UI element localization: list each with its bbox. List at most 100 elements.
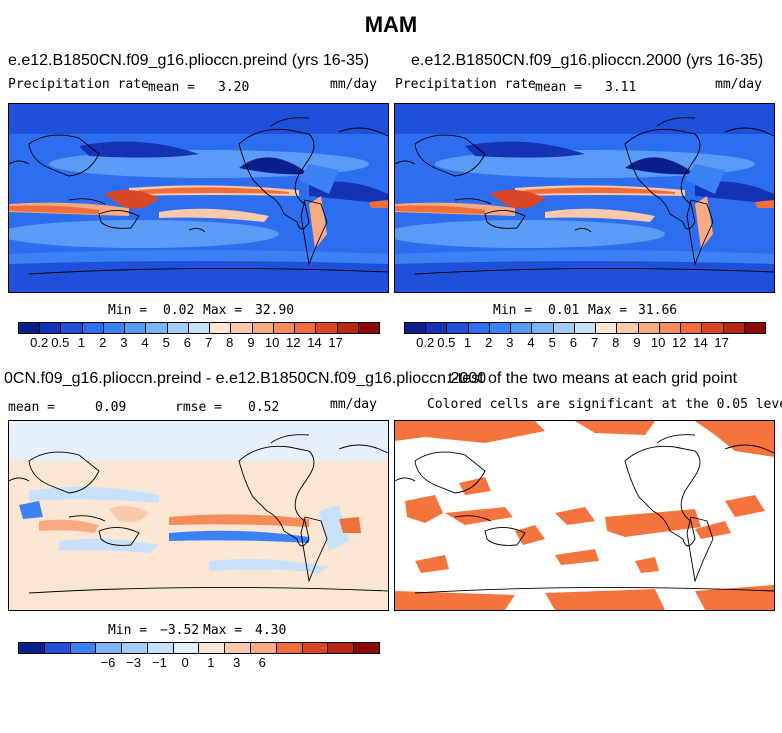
colorbar-preind-tick-label: 7 — [204, 335, 213, 350]
colorbar-difference-swatch — [70, 643, 97, 653]
colorbar-2000 — [404, 322, 766, 334]
panel3-mean-label: mean = — [8, 400, 55, 415]
panel2-min-value: 0.01 — [548, 303, 580, 318]
colorbar-difference-tick-label: −3 — [126, 655, 142, 670]
panel3-title: 0CN.f09_g16.plioccn.preind - e.e12.B1850… — [4, 370, 487, 387]
significant-region — [445, 507, 513, 525]
panel3-mean-value: 0.09 — [95, 400, 127, 415]
colorbar-difference-swatch — [251, 643, 277, 653]
colorbar-preind-swatch — [103, 323, 126, 333]
panel3-rmse-label: rmse = — [175, 400, 222, 415]
colorbar-preind-swatch — [316, 323, 338, 333]
significant-region — [605, 509, 701, 537]
significant-region — [395, 591, 515, 610]
colorbar-preind-swatch — [210, 323, 232, 333]
colorbar-difference-tick-label: 1 — [207, 655, 215, 670]
colorbar-preind-tick-label: 9 — [247, 335, 255, 350]
map-preind — [8, 103, 389, 293]
significant-region — [405, 495, 443, 523]
panel4-subtitle: Colored cells are significant at the 0.0… — [427, 397, 782, 412]
colorbar-2000-tick-label: 2 — [485, 335, 493, 350]
colorbar-difference-swatch — [354, 643, 379, 653]
colorbar-difference-tick-label: 3 — [232, 655, 241, 670]
colorbar-preind-tick-label: 14 — [307, 335, 322, 350]
colorbar-preind-tick-label: 10 — [264, 335, 280, 350]
colorbar-preind-tick-label: 1 — [77, 335, 86, 350]
panel3-rmse-value: 0.52 — [248, 400, 280, 415]
colorbar-difference-tick-label: −1 — [152, 655, 167, 670]
panel2-min-label: Min = — [493, 303, 533, 318]
colorbar-preind-swatch — [167, 323, 189, 333]
significant-region — [695, 421, 774, 457]
panel2-title: e.e12.B1850CN.f09_g16.plioccn.2000 (yrs … — [411, 52, 764, 69]
colorbar-difference-swatch — [19, 643, 45, 653]
colorbar-2000-tick-label: 1 — [463, 335, 472, 350]
significant-region — [555, 507, 595, 525]
colorbar-2000-swatch — [447, 323, 469, 333]
colorbar-preind-swatch — [40, 323, 62, 333]
colorbar-preind-swatch — [231, 323, 253, 333]
panel1-min-value: 0.02 — [163, 303, 195, 318]
colorbar-preind — [18, 322, 380, 334]
difference-field — [9, 421, 388, 594]
panel1-max-value: 32.90 — [255, 303, 295, 318]
colorbar-preind-tick-label: 4 — [141, 335, 149, 350]
panel2-max-label: Max = — [588, 303, 628, 318]
colorbar-2000-swatch — [532, 323, 554, 333]
colorbar-preind-swatch — [146, 323, 168, 333]
significant-region — [515, 525, 545, 545]
significant-region — [725, 495, 765, 517]
colorbar-2000-tick-label: 17 — [714, 335, 729, 350]
colorbar-difference-tick-label: −6 — [100, 655, 116, 670]
significant-region — [695, 585, 774, 610]
significant-region — [459, 477, 491, 495]
colorbar-2000-tick-label: 4 — [527, 335, 535, 350]
panel2-mean-value: 3.11 — [605, 80, 637, 95]
significant-region — [415, 555, 449, 573]
colorbar-preind-tick-label: 6 — [183, 335, 192, 350]
colorbar-2000-swatch — [596, 323, 618, 333]
colorbar-preind-swatch — [337, 323, 359, 333]
colorbar-difference-swatch — [276, 643, 303, 653]
colorbar-difference-swatch — [199, 643, 226, 653]
colorbar-difference-swatch — [96, 643, 123, 653]
map-2000 — [394, 103, 775, 293]
colorbar-difference-swatch — [173, 643, 200, 653]
colorbar-2000-swatch — [702, 323, 724, 333]
colorbar-2000-tick-label: 3 — [506, 335, 514, 350]
colorbar-2000-swatch — [617, 323, 639, 333]
colorbar-2000-swatch — [553, 323, 575, 333]
colorbar-2000-swatch — [426, 323, 448, 333]
map-difference — [8, 420, 389, 611]
colorbar-preind-swatch — [125, 323, 147, 333]
colorbar-2000-swatch — [468, 323, 490, 333]
colorbar-2000-swatch — [723, 323, 745, 333]
colorbar-preind-tick-label: 5 — [162, 335, 170, 350]
colorbar-2000-tick-label: 7 — [590, 335, 599, 350]
colorbar-difference — [18, 642, 380, 654]
panel1-mean-value: 3.20 — [218, 80, 250, 95]
map-significance — [394, 420, 775, 611]
colorbar-preind-tick-label: 0.5 — [51, 335, 70, 350]
colorbar-difference-swatch — [328, 643, 355, 653]
colorbar-preind-tick-label: 3 — [120, 335, 128, 350]
significance-field — [395, 421, 774, 610]
precip-field-preind — [9, 104, 388, 292]
colorbar-preind-tick-label: 12 — [286, 335, 301, 350]
colorbar-preind-tick-label: 2 — [99, 335, 107, 350]
colorbar-preind-tick-label: 8 — [226, 335, 234, 350]
panel3-min-value: −3.52 — [160, 623, 200, 638]
significant-region — [575, 421, 655, 435]
colorbar-2000-tick-label: 8 — [612, 335, 620, 350]
colorbar-2000-swatch — [638, 323, 660, 333]
significant-region — [695, 521, 731, 539]
panel1-title: e.e12.B1850CN.f09_g16.plioccn.preind (yr… — [8, 52, 370, 69]
panel2-mean-label: mean = — [535, 80, 582, 95]
panel1-min-label: Min = — [108, 303, 148, 318]
significant-region — [635, 557, 659, 573]
significant-region — [545, 589, 665, 610]
colorbar-2000-swatch — [489, 323, 512, 333]
figure-title: MAM — [364, 12, 418, 37]
colorbar-2000-tick-label: 0.2 — [416, 335, 435, 350]
panel3-max-label: Max = — [203, 623, 243, 638]
